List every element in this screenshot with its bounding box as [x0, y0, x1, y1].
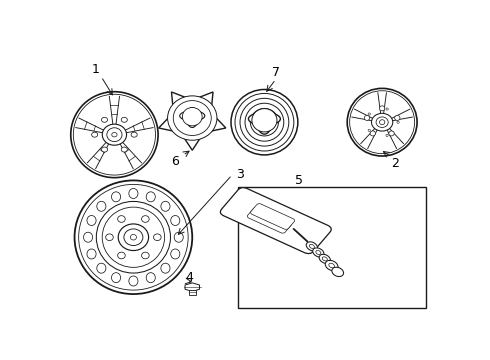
- Ellipse shape: [250, 108, 278, 136]
- Ellipse shape: [389, 131, 394, 136]
- Ellipse shape: [376, 117, 388, 127]
- Ellipse shape: [257, 109, 272, 134]
- Ellipse shape: [161, 201, 170, 211]
- Ellipse shape: [319, 254, 330, 264]
- Ellipse shape: [112, 132, 117, 137]
- Ellipse shape: [146, 192, 155, 202]
- Ellipse shape: [161, 263, 170, 273]
- Ellipse shape: [394, 116, 400, 120]
- Ellipse shape: [130, 234, 136, 240]
- Ellipse shape: [306, 242, 318, 251]
- Ellipse shape: [368, 113, 370, 115]
- Ellipse shape: [74, 94, 155, 175]
- Ellipse shape: [97, 202, 171, 273]
- Ellipse shape: [71, 92, 158, 177]
- Ellipse shape: [245, 103, 284, 141]
- Ellipse shape: [248, 112, 280, 125]
- Ellipse shape: [142, 216, 149, 222]
- Ellipse shape: [235, 93, 294, 151]
- Ellipse shape: [347, 89, 417, 156]
- Ellipse shape: [364, 116, 369, 120]
- Ellipse shape: [332, 267, 343, 276]
- Ellipse shape: [309, 244, 315, 248]
- Ellipse shape: [106, 234, 113, 240]
- Ellipse shape: [325, 260, 338, 271]
- Ellipse shape: [231, 90, 298, 155]
- Bar: [238, 187, 426, 308]
- Ellipse shape: [182, 108, 202, 126]
- Ellipse shape: [92, 132, 98, 137]
- Ellipse shape: [186, 108, 198, 127]
- Text: 1: 1: [92, 63, 99, 76]
- Text: 6: 6: [171, 154, 179, 167]
- Ellipse shape: [118, 252, 125, 259]
- Ellipse shape: [121, 117, 127, 122]
- Ellipse shape: [386, 134, 388, 136]
- Ellipse shape: [397, 121, 399, 123]
- Ellipse shape: [79, 184, 188, 290]
- FancyBboxPatch shape: [247, 207, 292, 233]
- Ellipse shape: [142, 252, 149, 259]
- Ellipse shape: [129, 189, 138, 198]
- Ellipse shape: [180, 111, 205, 121]
- Ellipse shape: [386, 108, 388, 110]
- Polygon shape: [185, 283, 199, 291]
- Ellipse shape: [87, 249, 96, 259]
- Ellipse shape: [101, 117, 108, 122]
- Ellipse shape: [173, 100, 211, 135]
- Text: 4: 4: [186, 271, 194, 284]
- Ellipse shape: [168, 96, 217, 140]
- Ellipse shape: [97, 201, 106, 211]
- Ellipse shape: [74, 180, 192, 294]
- Ellipse shape: [121, 147, 127, 152]
- Ellipse shape: [370, 131, 375, 136]
- Text: 2: 2: [391, 157, 398, 170]
- Ellipse shape: [112, 192, 121, 202]
- Text: 3: 3: [236, 168, 244, 181]
- Ellipse shape: [97, 263, 106, 273]
- Polygon shape: [159, 92, 226, 150]
- Ellipse shape: [153, 234, 161, 240]
- Ellipse shape: [83, 232, 93, 242]
- Ellipse shape: [87, 216, 96, 225]
- Ellipse shape: [240, 98, 289, 146]
- Ellipse shape: [107, 128, 122, 141]
- Ellipse shape: [368, 129, 370, 131]
- Ellipse shape: [131, 132, 137, 137]
- FancyBboxPatch shape: [250, 203, 294, 229]
- Text: 7: 7: [272, 66, 280, 79]
- Ellipse shape: [252, 109, 277, 132]
- Ellipse shape: [102, 124, 126, 145]
- Ellipse shape: [171, 249, 180, 259]
- Bar: [189, 291, 196, 296]
- Ellipse shape: [379, 120, 385, 125]
- Ellipse shape: [379, 106, 385, 111]
- Ellipse shape: [171, 216, 180, 225]
- Ellipse shape: [329, 263, 335, 268]
- Ellipse shape: [316, 251, 321, 255]
- Ellipse shape: [124, 229, 143, 246]
- Ellipse shape: [101, 147, 108, 152]
- Ellipse shape: [313, 248, 324, 257]
- FancyBboxPatch shape: [220, 188, 331, 254]
- Ellipse shape: [118, 224, 148, 251]
- Ellipse shape: [129, 276, 138, 286]
- Ellipse shape: [146, 273, 155, 283]
- Ellipse shape: [102, 207, 165, 267]
- Ellipse shape: [371, 113, 393, 131]
- Ellipse shape: [350, 91, 415, 154]
- Ellipse shape: [174, 232, 183, 242]
- Text: 5: 5: [294, 174, 303, 187]
- Ellipse shape: [112, 273, 121, 283]
- Ellipse shape: [322, 257, 327, 261]
- Ellipse shape: [118, 216, 125, 222]
